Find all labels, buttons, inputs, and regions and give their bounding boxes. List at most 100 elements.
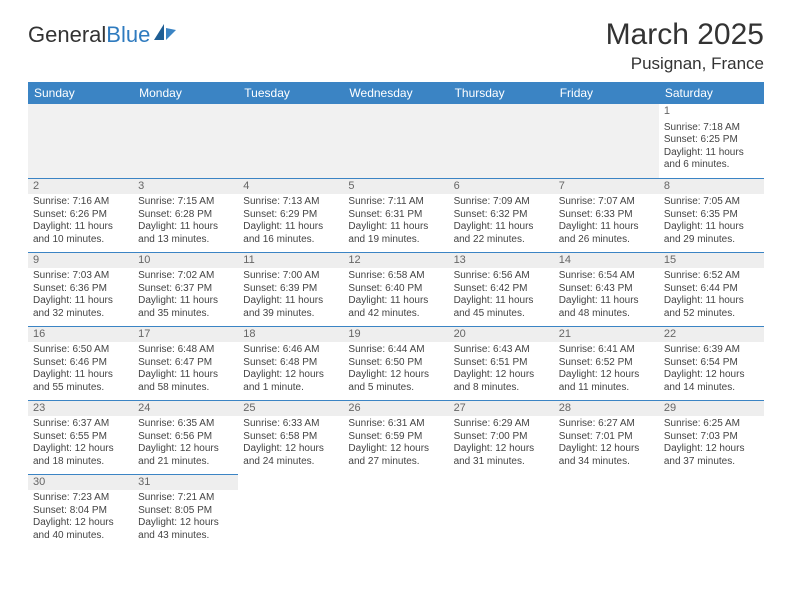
- daylight-text: Daylight: 11 hours and 10 minutes.: [33, 221, 128, 246]
- sunrise-text: Sunrise: 6:29 AM: [454, 418, 549, 431]
- day-number: 1: [659, 104, 764, 120]
- day-number: 24: [133, 401, 238, 417]
- sunrise-text: Sunrise: 6:37 AM: [33, 418, 128, 431]
- sunset-text: Sunset: 7:03 PM: [664, 431, 759, 444]
- day-number: 14: [554, 253, 659, 269]
- daylight-text: Daylight: 11 hours and 35 minutes.: [138, 295, 233, 320]
- calendar-cell: 27Sunrise: 6:29 AMSunset: 7:00 PMDayligh…: [449, 400, 554, 474]
- daylight-text: Daylight: 11 hours and 6 minutes.: [664, 147, 759, 172]
- daylight-text: Daylight: 12 hours and 1 minute.: [243, 369, 338, 394]
- calendar-cell: [28, 104, 133, 178]
- calendar-cell: 24Sunrise: 6:35 AMSunset: 6:56 PMDayligh…: [133, 400, 238, 474]
- header: GeneralBlue March 2025 Pusignan, France: [28, 18, 764, 74]
- calendar-cell: [449, 104, 554, 178]
- weekday-header-row: SundayMondayTuesdayWednesdayThursdayFrid…: [28, 82, 764, 104]
- sunrise-text: Sunrise: 7:11 AM: [348, 196, 443, 209]
- day-number: 23: [28, 401, 133, 417]
- calendar-cell: 5Sunrise: 7:11 AMSunset: 6:31 PMDaylight…: [343, 178, 448, 252]
- day-number: 16: [28, 327, 133, 343]
- sunset-text: Sunset: 6:31 PM: [348, 209, 443, 222]
- daylight-text: Daylight: 12 hours and 11 minutes.: [559, 369, 654, 394]
- calendar-cell: 12Sunrise: 6:58 AMSunset: 6:40 PMDayligh…: [343, 252, 448, 326]
- calendar-table: SundayMondayTuesdayWednesdayThursdayFrid…: [28, 82, 764, 548]
- weekday-header: Thursday: [449, 82, 554, 104]
- sunrise-text: Sunrise: 6:39 AM: [664, 344, 759, 357]
- page-title: March 2025: [606, 18, 764, 52]
- daylight-text: Daylight: 11 hours and 42 minutes.: [348, 295, 443, 320]
- sunset-text: Sunset: 6:33 PM: [559, 209, 654, 222]
- daylight-text: Daylight: 12 hours and 37 minutes.: [664, 443, 759, 468]
- sunset-text: Sunset: 6:36 PM: [33, 283, 128, 296]
- day-number: 2: [28, 179, 133, 195]
- calendar-cell: 30Sunrise: 7:23 AMSunset: 8:04 PMDayligh…: [28, 474, 133, 548]
- day-number: 9: [28, 253, 133, 269]
- daylight-text: Daylight: 11 hours and 26 minutes.: [559, 221, 654, 246]
- calendar-cell: [554, 474, 659, 548]
- calendar-cell: 2Sunrise: 7:16 AMSunset: 6:26 PMDaylight…: [28, 178, 133, 252]
- day-number: 13: [449, 253, 554, 269]
- sunrise-text: Sunrise: 6:48 AM: [138, 344, 233, 357]
- sunset-text: Sunset: 6:59 PM: [348, 431, 443, 444]
- calendar-cell: [449, 474, 554, 548]
- day-number: 18: [238, 327, 343, 343]
- day-number: 7: [554, 179, 659, 195]
- calendar-cell: 19Sunrise: 6:44 AMSunset: 6:50 PMDayligh…: [343, 326, 448, 400]
- daylight-text: Daylight: 11 hours and 48 minutes.: [559, 295, 654, 320]
- sunrise-text: Sunrise: 6:41 AM: [559, 344, 654, 357]
- weekday-header: Monday: [133, 82, 238, 104]
- sunrise-text: Sunrise: 7:16 AM: [33, 196, 128, 209]
- daylight-text: Daylight: 11 hours and 55 minutes.: [33, 369, 128, 394]
- day-number: 25: [238, 401, 343, 417]
- sunset-text: Sunset: 6:55 PM: [33, 431, 128, 444]
- day-number: 29: [659, 401, 764, 417]
- daylight-text: Daylight: 12 hours and 34 minutes.: [559, 443, 654, 468]
- sunrise-text: Sunrise: 7:21 AM: [138, 492, 233, 505]
- weekday-header: Saturday: [659, 82, 764, 104]
- calendar-cell: 17Sunrise: 6:48 AMSunset: 6:47 PMDayligh…: [133, 326, 238, 400]
- calendar-cell: [659, 474, 764, 548]
- day-number: 19: [343, 327, 448, 343]
- sunset-text: Sunset: 6:48 PM: [243, 357, 338, 370]
- sunset-text: Sunset: 7:00 PM: [454, 431, 549, 444]
- sunrise-text: Sunrise: 6:56 AM: [454, 270, 549, 283]
- sunset-text: Sunset: 6:46 PM: [33, 357, 128, 370]
- day-number: 10: [133, 253, 238, 269]
- day-number: 22: [659, 327, 764, 343]
- sunset-text: Sunset: 6:43 PM: [559, 283, 654, 296]
- sunset-text: Sunset: 6:50 PM: [348, 357, 443, 370]
- sail-icon: [152, 22, 178, 48]
- calendar-cell: [343, 104, 448, 178]
- calendar-row: 23Sunrise: 6:37 AMSunset: 6:55 PM Dayligh…: [28, 400, 764, 474]
- sunrise-text: Sunrise: 6:58 AM: [348, 270, 443, 283]
- daylight-text: Daylight: 12 hours and 27 minutes.: [348, 443, 443, 468]
- day-number: 26: [343, 401, 448, 417]
- day-number: 6: [449, 179, 554, 195]
- calendar-row: 1Sunrise: 7:18 AMSunset: 6:25 PMDaylight…: [28, 104, 764, 178]
- calendar-cell: 16Sunrise: 6:50 AMSunset: 6:46 PMDayligh…: [28, 326, 133, 400]
- calendar-cell: 13Sunrise: 6:56 AMSunset: 6:42 PMDayligh…: [449, 252, 554, 326]
- calendar-cell: 23Sunrise: 6:37 AMSunset: 6:55 PMDayligh…: [28, 400, 133, 474]
- calendar-cell: 28Sunrise: 6:27 AMSunset: 7:01 PMDayligh…: [554, 400, 659, 474]
- day-number: 4: [238, 179, 343, 195]
- sunrise-text: Sunrise: 7:23 AM: [33, 492, 128, 505]
- daylight-text: Daylight: 12 hours and 24 minutes.: [243, 443, 338, 468]
- sunrise-text: Sunrise: 7:05 AM: [664, 196, 759, 209]
- sunrise-text: Sunrise: 6:46 AM: [243, 344, 338, 357]
- day-number: 3: [133, 179, 238, 195]
- sunrise-text: Sunrise: 6:35 AM: [138, 418, 233, 431]
- sunrise-text: Sunrise: 7:00 AM: [243, 270, 338, 283]
- sunset-text: Sunset: 8:05 PM: [138, 505, 233, 518]
- sunrise-text: Sunrise: 6:43 AM: [454, 344, 549, 357]
- sunrise-text: Sunrise: 7:03 AM: [33, 270, 128, 283]
- calendar-cell: 4Sunrise: 7:13 AMSunset: 6:29 PMDaylight…: [238, 178, 343, 252]
- daylight-text: Daylight: 11 hours and 32 minutes.: [33, 295, 128, 320]
- sunset-text: Sunset: 7:01 PM: [559, 431, 654, 444]
- daylight-text: Daylight: 11 hours and 16 minutes.: [243, 221, 338, 246]
- sunset-text: Sunset: 6:32 PM: [454, 209, 549, 222]
- daylight-text: Daylight: 11 hours and 29 minutes.: [664, 221, 759, 246]
- sunrise-text: Sunrise: 7:09 AM: [454, 196, 549, 209]
- sunset-text: Sunset: 6:35 PM: [664, 209, 759, 222]
- calendar-cell: 29Sunrise: 6:25 AMSunset: 7:03 PMDayligh…: [659, 400, 764, 474]
- daylight-text: Daylight: 11 hours and 19 minutes.: [348, 221, 443, 246]
- title-block: March 2025 Pusignan, France: [606, 18, 764, 74]
